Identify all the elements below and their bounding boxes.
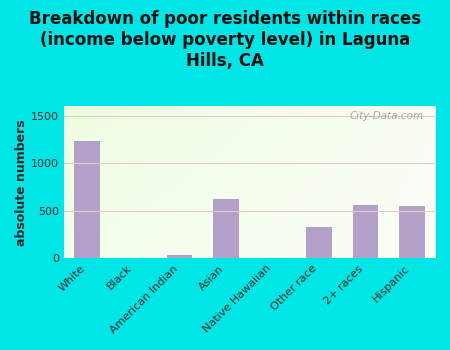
Bar [74, 141, 99, 258]
Bar [213, 199, 239, 258]
Bar [399, 205, 424, 258]
Text: Breakdown of poor residents within races
(income below poverty level) in Laguna
: Breakdown of poor residents within races… [29, 10, 421, 70]
Bar [306, 227, 332, 258]
Y-axis label: absolute numbers: absolute numbers [15, 119, 28, 246]
Text: City-Data.com: City-Data.com [350, 111, 424, 120]
Bar [353, 205, 378, 258]
Bar [167, 255, 193, 258]
